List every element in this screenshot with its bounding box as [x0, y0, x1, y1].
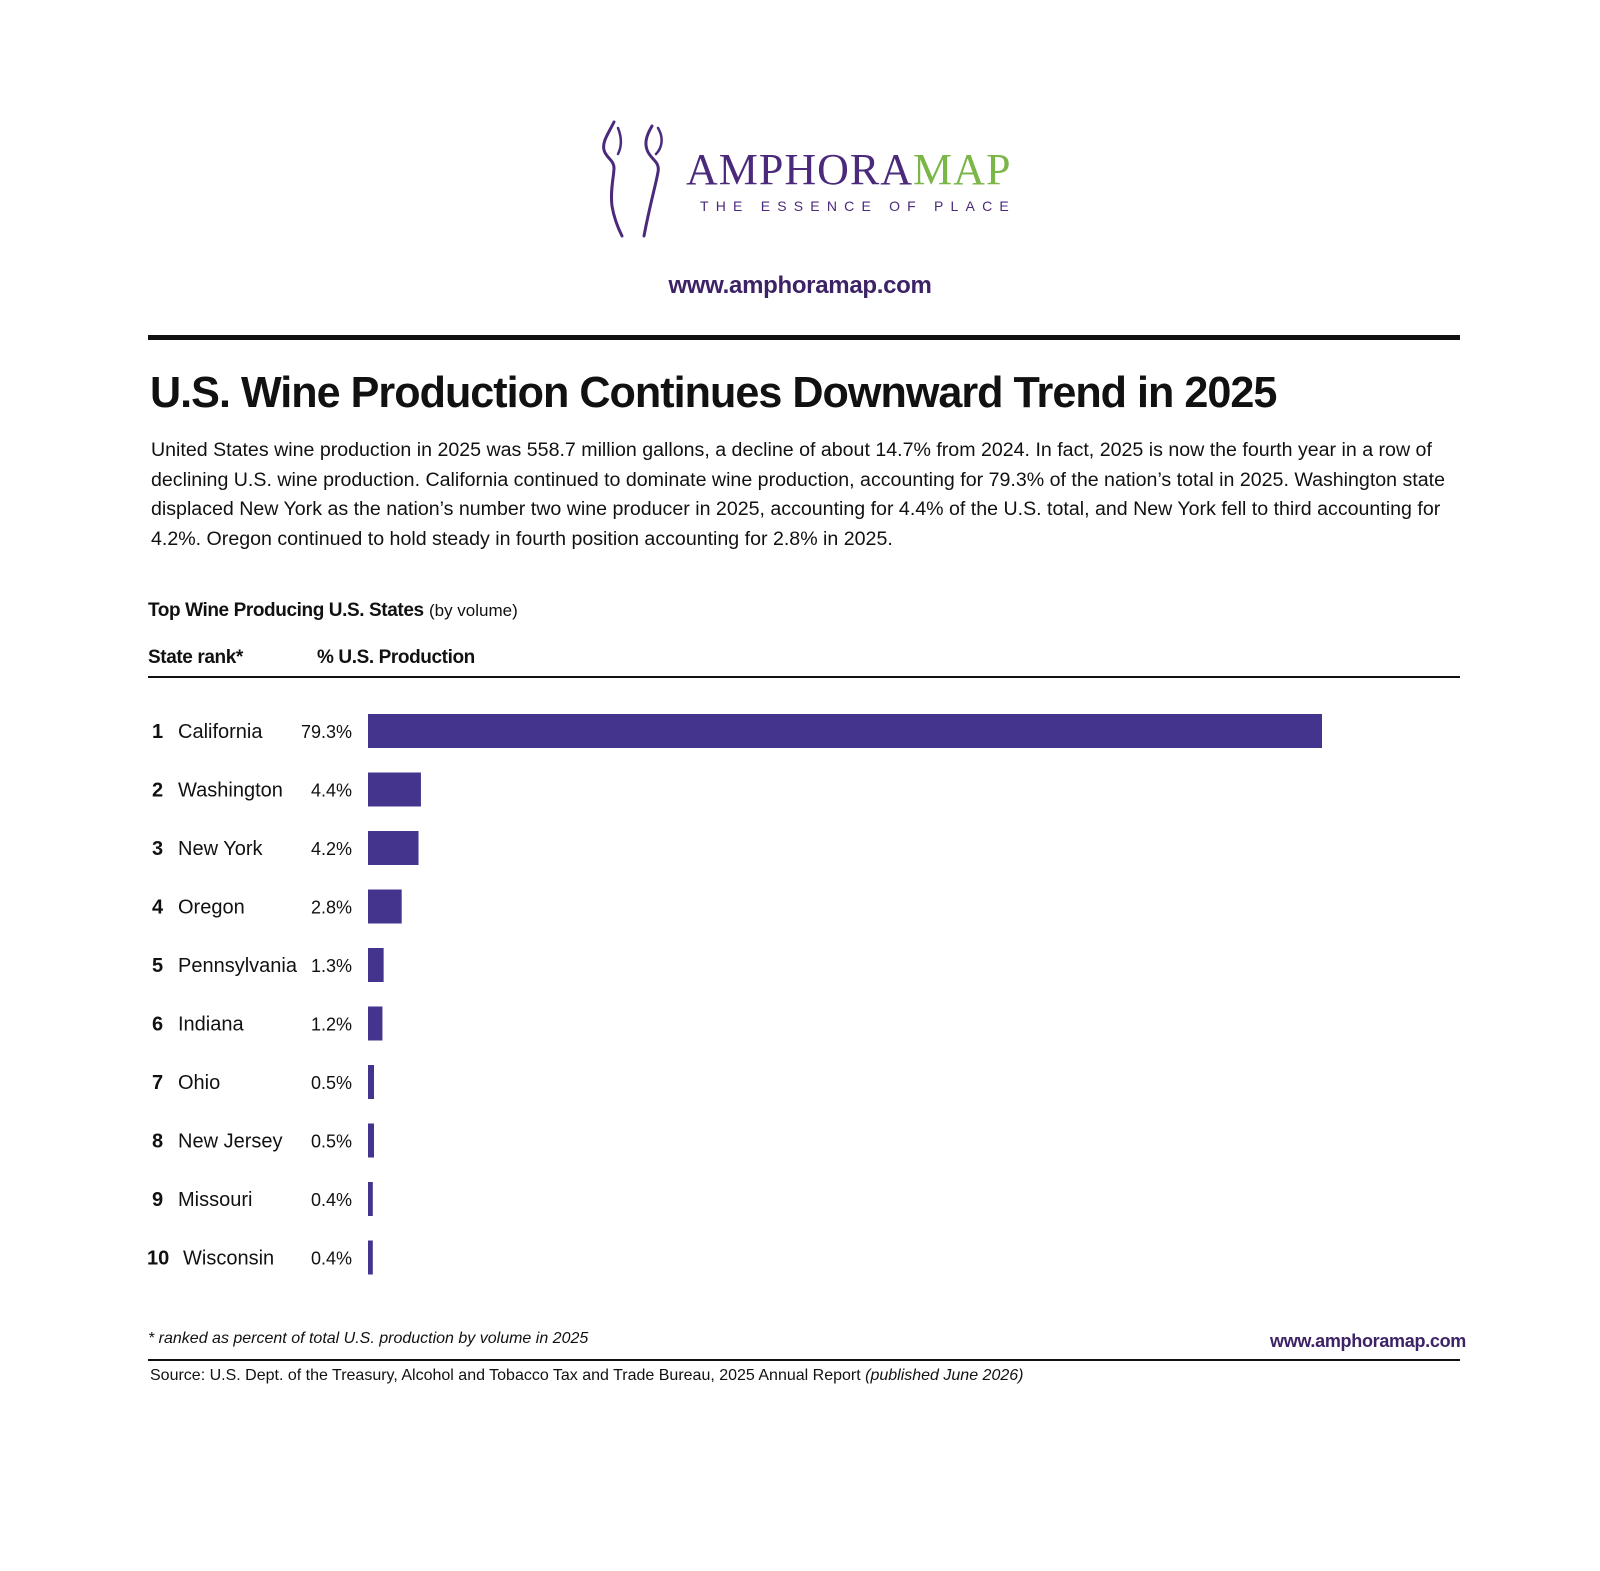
footer-divider [148, 1359, 1460, 1361]
production-column-header: % U.S. Production [317, 647, 475, 668]
source-note: (published June 2026) [865, 1367, 1024, 1384]
page-title: U.S. Wine Production Continues Downward … [150, 368, 1277, 417]
rank-number: 7 [152, 1072, 163, 1094]
footer-url-link[interactable]: www.amphoramap.com [1270, 1331, 1466, 1351]
value-label: 0.4% [311, 1190, 352, 1210]
state-name: Missouri [178, 1189, 252, 1211]
bar [368, 1065, 375, 1099]
bar [368, 1240, 373, 1275]
article-body: United States wine production in 2025 wa… [151, 439, 1445, 550]
brand-part-2: MAP [913, 145, 1012, 194]
state-name: New Jersey [178, 1131, 282, 1153]
rank-number: 10 [147, 1248, 169, 1270]
value-label: 4.4% [311, 781, 352, 801]
header-divider [148, 335, 1460, 340]
brand-name: AMPHORAMAP [686, 148, 1011, 192]
bar [368, 772, 421, 807]
bar [368, 1123, 375, 1158]
chart-title-text: Top Wine Producing U.S. States [148, 600, 424, 621]
rank-number: 2 [152, 780, 163, 802]
state-name: Washington [178, 780, 283, 802]
value-label: 1.3% [311, 956, 352, 976]
bar [368, 831, 419, 865]
value-label: 2.8% [311, 898, 352, 918]
chart-footnote: * ranked as percent of total U.S. produc… [148, 1330, 589, 1347]
brand-tagline: THE ESSENCE OF PLACE [700, 198, 1016, 214]
rank-column-header: State rank* [148, 647, 243, 668]
rank-number: 5 [152, 955, 163, 977]
amphora-outline-icon [602, 120, 663, 238]
state-name: Wisconsin [183, 1248, 274, 1270]
state-name: Indiana [178, 1014, 244, 1036]
rank-number: 4 [152, 897, 164, 919]
value-label: 1.2% [311, 1015, 352, 1035]
bar [368, 1182, 373, 1216]
value-label: 0.5% [311, 1073, 352, 1093]
state-name: New York [178, 838, 263, 860]
rank-number: 3 [152, 838, 163, 860]
rank-number: 1 [152, 721, 163, 743]
header-url-link[interactable]: www.amphoramap.com [668, 272, 932, 299]
state-name: California [178, 721, 263, 743]
chart-subtitle: (by volume) [428, 601, 518, 620]
rank-number: 6 [152, 1014, 163, 1036]
bar [368, 948, 384, 982]
value-label: 79.3% [301, 722, 352, 742]
state-name: Pennsylvania [178, 955, 298, 977]
chart-header-divider [148, 676, 1460, 678]
rank-number: 9 [152, 1189, 163, 1211]
value-label: 0.4% [311, 1249, 352, 1269]
logo: AMPHORAMAP THE ESSENCE OF PLACE [600, 120, 1020, 245]
source-citation: Source: U.S. Dept. of the Treasury, Alco… [150, 1367, 1023, 1385]
brand-part-1: AMPHORA [686, 145, 914, 194]
bar [368, 714, 1322, 748]
bar [368, 1006, 383, 1041]
chart-title: Top Wine Producing U.S. States (by volum… [148, 600, 518, 622]
rank-number: 8 [152, 1131, 163, 1153]
source-text: Source: U.S. Dept. of the Treasury, Alco… [150, 1367, 861, 1384]
state-name: Ohio [178, 1072, 220, 1094]
bar [368, 889, 402, 924]
state-name: Oregon [178, 897, 245, 919]
value-label: 0.5% [311, 1132, 352, 1152]
value-label: 4.2% [311, 839, 352, 859]
